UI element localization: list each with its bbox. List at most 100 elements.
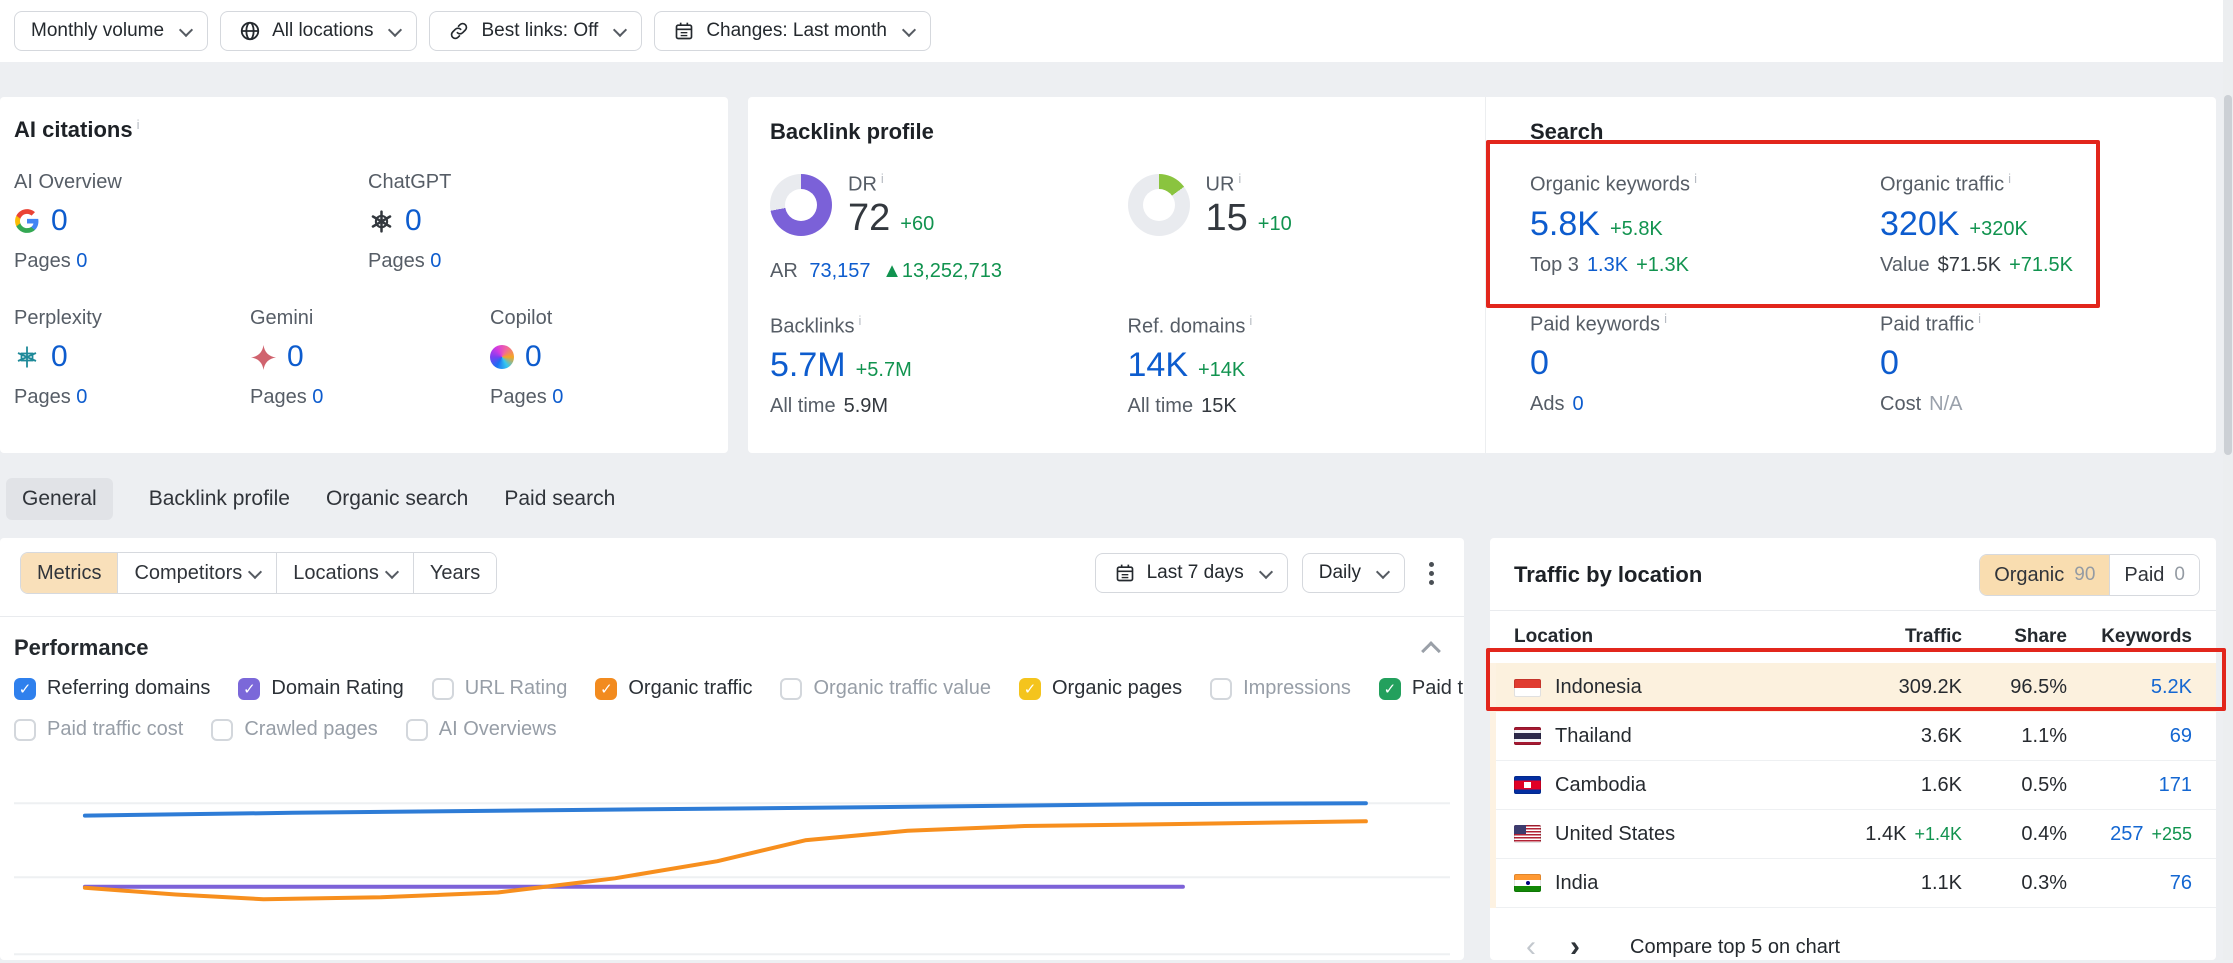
checkbox-icon — [1378, 677, 1401, 700]
pages-count-link[interactable]: 0 — [76, 250, 88, 272]
chevron-down-icon — [1375, 564, 1391, 579]
pages-count-link[interactable]: 0 — [430, 250, 442, 272]
metric-gemini: Gemini 0 Pages 0 — [250, 307, 490, 409]
gemini-value-link[interactable]: 0 — [287, 340, 304, 373]
checkbox-impressions[interactable]: Impressions — [1210, 677, 1351, 700]
traffic-value: 3.6K — [1920, 724, 1962, 747]
tab-general[interactable]: General — [6, 478, 113, 520]
info-icon[interactable]: i — [1238, 171, 1242, 186]
more-options-menu[interactable] — [1419, 556, 1444, 591]
checkbox-paid-traffic[interactable]: Paid traffic — [1378, 677, 1464, 700]
checkbox-organic-traffic-value[interactable]: Organic traffic value — [780, 677, 991, 700]
checkbox-referring-domains[interactable]: Referring domains — [14, 677, 210, 700]
info-icon[interactable]: i — [1978, 310, 1982, 326]
backlinks-value-link[interactable]: 5.7M — [770, 346, 846, 385]
checkbox-icon — [14, 677, 36, 700]
checkbox-ai-overviews[interactable]: AI Overviews — [405, 718, 557, 741]
tab-organic-search[interactable]: Organic search — [325, 487, 469, 510]
ads-value-link[interactable]: 0 — [1572, 393, 1584, 416]
checkbox-icon — [211, 718, 234, 741]
segment-locations[interactable]: Locations — [276, 553, 413, 593]
pages-count-link[interactable]: 0 — [76, 386, 88, 408]
info-icon[interactable]: i — [1664, 310, 1667, 326]
copilot-logo-icon — [490, 345, 514, 369]
info-icon[interactable]: i — [880, 171, 884, 186]
checkbox-organic-traffic[interactable]: Organic traffic — [595, 677, 752, 700]
toggle-organic-label: Organic — [1994, 563, 2065, 586]
monthly-volume-dropdown[interactable]: Monthly volume — [14, 11, 209, 51]
best-links-dropdown[interactable]: Best links: Off — [429, 11, 643, 51]
segment-metrics[interactable]: Metrics — [21, 553, 118, 593]
toggle-organic[interactable]: Organic 90 — [1980, 555, 2110, 595]
keywords-link[interactable]: 5.2K — [2150, 676, 2192, 698]
chatgpt-value-link[interactable]: 0 — [405, 204, 422, 237]
ar-value-link[interactable]: 73,157 — [809, 259, 871, 282]
checkbox-url-rating[interactable]: URL Rating — [431, 677, 567, 700]
cambodia-flag-icon — [1514, 776, 1541, 794]
organic-traffic-metric: Organic traffic i 320K +320K Value $71.5K +7… — [1880, 171, 2230, 277]
top3-label: Top 3 — [1530, 253, 1579, 276]
performance-line-chart[interactable] — [0, 770, 1464, 960]
tab-backlink-profile[interactable]: Backlink profile — [148, 487, 290, 510]
pages-count-link[interactable]: 0 — [312, 386, 324, 408]
column-traffic[interactable]: Traffic — [1904, 626, 1962, 647]
table-row-indonesia[interactable]: Indonesia 309.2K 96.5% 5.2K — [1490, 663, 2216, 712]
column-keywords[interactable]: Keywords — [2101, 626, 2192, 647]
info-icon[interactable]: i — [1249, 312, 1253, 328]
next-page-arrow[interactable]: › — [1570, 930, 1580, 963]
segment-competitors[interactable]: Competitors — [117, 553, 277, 593]
paid-traffic-value-link[interactable]: 0 — [1880, 344, 1899, 383]
checkbox-crawled-pages[interactable]: Crawled pages — [211, 718, 378, 741]
tab-paid-search[interactable]: Paid search — [504, 487, 616, 510]
all-locations-dropdown[interactable]: All locations — [220, 11, 418, 51]
checkbox-organic-pages[interactable]: Organic pages — [1018, 677, 1182, 700]
info-icon[interactable]: i — [858, 312, 862, 328]
date-range-dropdown[interactable]: Last 7 days — [1094, 553, 1288, 593]
granularity-dropdown[interactable]: Daily — [1301, 553, 1405, 593]
column-share[interactable]: Share — [2014, 626, 2067, 647]
granularity-label: Daily — [1318, 562, 1361, 583]
performance-card: Metrics Competitors Locations Years Last… — [0, 538, 1464, 960]
keywords-link[interactable]: 171 — [2158, 773, 2192, 796]
table-row-india[interactable]: India 1.1K 0.3% 76 — [1490, 859, 2216, 908]
copilot-value-link[interactable]: 0 — [525, 340, 542, 373]
segment-label: Competitors — [134, 561, 243, 584]
keywords-link[interactable]: 69 — [2169, 724, 2192, 747]
refdomains-value-link[interactable]: 14K — [1127, 346, 1189, 385]
column-location[interactable]: Location — [1514, 626, 1594, 647]
alltime-label: All time — [1127, 395, 1194, 418]
monthly-volume-label: Monthly volume — [31, 20, 165, 41]
perplexity-value-link[interactable]: 0 — [51, 340, 68, 373]
toggle-paid[interactable]: Paid 0 — [2109, 555, 2199, 595]
checkbox-domain-rating[interactable]: Domain Rating — [238, 677, 404, 700]
checkbox-paid-traffic-cost[interactable]: Paid traffic cost — [14, 718, 183, 741]
info-icon[interactable]: i — [136, 117, 140, 133]
table-row-cambodia[interactable]: Cambodia 1.6K 0.5% 171 — [1490, 761, 2216, 810]
vertical-scrollbar[interactable] — [2223, 0, 2233, 960]
table-row-thailand[interactable]: Thailand 3.6K 1.1% 69 — [1490, 712, 2216, 761]
top3-value-link[interactable]: 1.3K — [1586, 253, 1629, 276]
keywords-link[interactable]: 76 — [2169, 871, 2192, 894]
collapse-chevron-up-icon[interactable] — [1421, 641, 1441, 661]
keywords-link[interactable]: 257 — [2110, 822, 2144, 845]
metric-copilot: Copilot 0 Pages 0 — [490, 307, 563, 409]
info-icon[interactable]: i — [1694, 171, 1697, 186]
changes-dropdown[interactable]: Changes: Last month — [654, 11, 931, 51]
thailand-flag-icon — [1514, 727, 1541, 745]
ur-donut — [1127, 174, 1190, 237]
pages-count-link[interactable]: 0 — [552, 386, 564, 408]
scrollbar-thumb[interactable] — [2224, 95, 2232, 455]
organic-keywords-value-link[interactable]: 5.8K — [1530, 204, 1600, 243]
info-icon[interactable]: i — [2008, 171, 2012, 186]
dr-delta: +60 — [900, 212, 935, 235]
previous-page-arrow[interactable]: ‹ — [1526, 930, 1536, 963]
dr-metric: DR i 72 +60 — [770, 171, 1128, 240]
organic-traffic-value-link[interactable]: 320K — [1880, 204, 1960, 243]
checkbox-icon — [1018, 677, 1041, 700]
table-row-united-states[interactable]: United States 1.4K +1.4K 0.4% 257 +255 — [1490, 810, 2216, 859]
ai-overview-value-link[interactable]: 0 — [51, 204, 68, 237]
segment-years[interactable]: Years — [412, 553, 497, 593]
paid-keywords-value-link[interactable]: 0 — [1530, 344, 1549, 383]
refdomains-alltime-value: 15K — [1201, 395, 1237, 418]
backlinks-label: Backlinks — [770, 315, 855, 338]
